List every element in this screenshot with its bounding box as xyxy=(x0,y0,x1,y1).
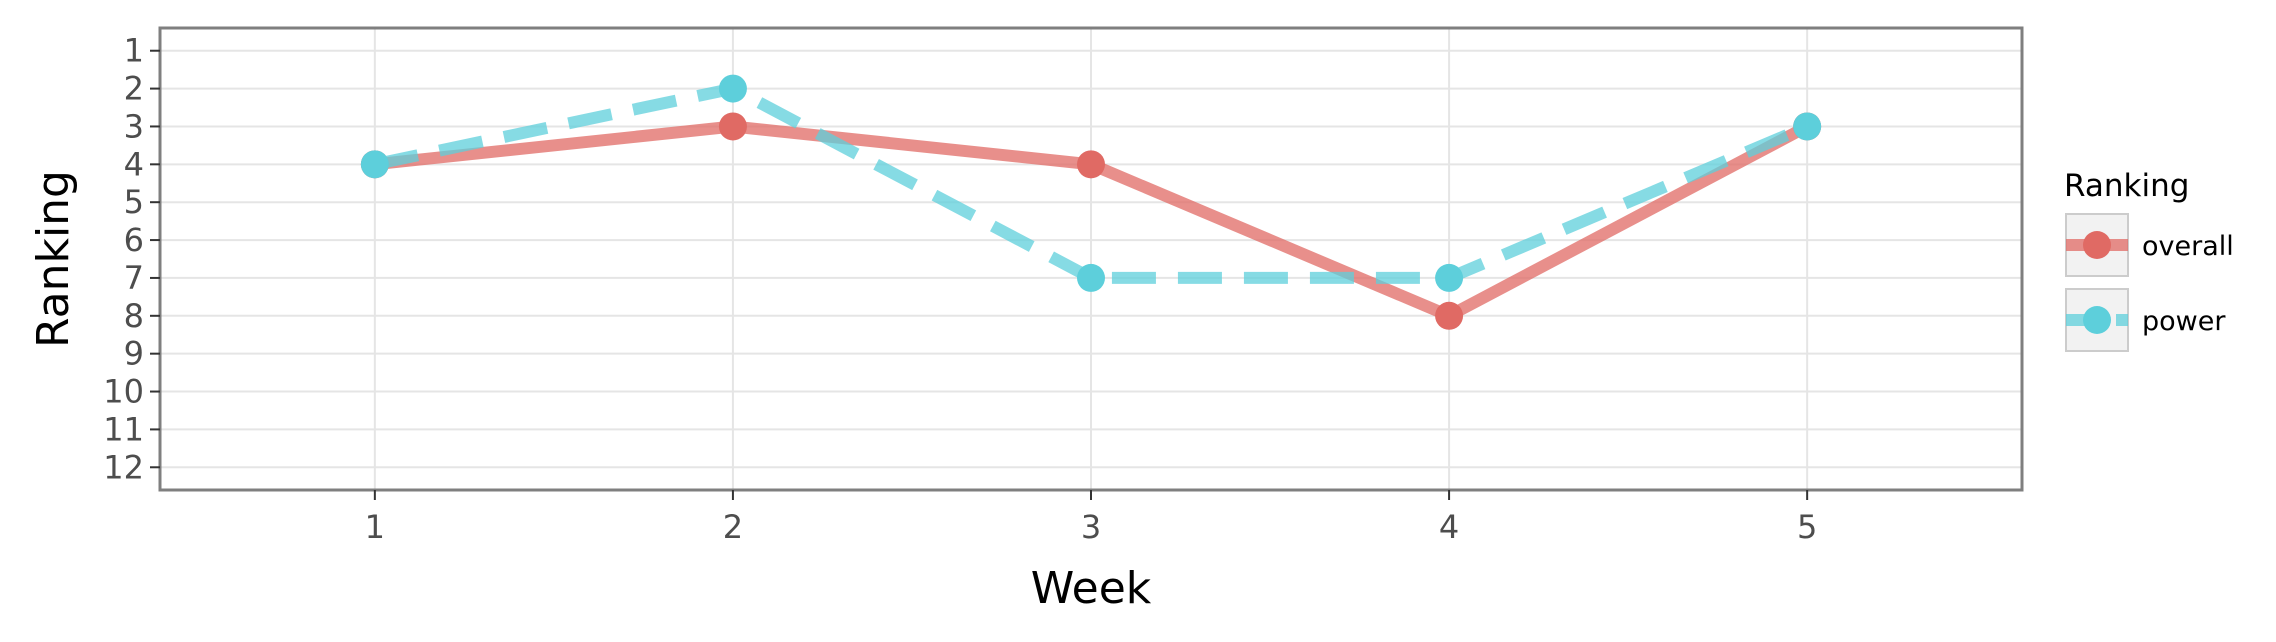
y-tick-label-1: 1 xyxy=(124,32,144,70)
y-tick-label-10: 10 xyxy=(103,373,144,411)
point-power-week-2 xyxy=(718,74,747,103)
y-tick-label-7: 7 xyxy=(124,259,144,297)
point-overall-week-3 xyxy=(1077,150,1105,179)
legend-items: overall power xyxy=(2065,213,2234,352)
point-power-week-4 xyxy=(1435,263,1464,292)
legend-item-overall: overall xyxy=(2065,213,2234,277)
y-axis-title: Ranking xyxy=(28,170,79,348)
grid xyxy=(160,28,2022,490)
legend-title: Ranking xyxy=(2064,168,2189,204)
x-tick-label-2: 2 xyxy=(723,508,743,546)
series-layer xyxy=(360,74,1822,330)
point-overall-week-2 xyxy=(718,112,747,141)
series-power xyxy=(360,74,1822,292)
point-power-week-1 xyxy=(360,150,389,179)
y-tick-label-2: 2 xyxy=(124,70,144,108)
y-tick-label-8: 8 xyxy=(124,297,144,335)
y-tick-label-6: 6 xyxy=(124,221,144,259)
y-tick-label-5: 5 xyxy=(124,183,144,221)
y-tick-label-12: 12 xyxy=(103,448,144,486)
x-axis-title: Week xyxy=(1031,563,1152,614)
legend-label-overall: overall xyxy=(2142,231,2234,262)
point-overall-week-4 xyxy=(1435,301,1464,330)
legend-item-power: power xyxy=(2065,288,2226,352)
x-tick-label-5: 5 xyxy=(1797,508,1817,546)
legend: Ranking overall power xyxy=(2064,168,2234,352)
x-tick-label-4: 4 xyxy=(1439,508,1459,546)
y-tick-label-9: 9 xyxy=(124,335,144,373)
legend-label-power: power xyxy=(2142,306,2226,337)
x-tick-label-3: 3 xyxy=(1081,508,1101,546)
y-tick-label-4: 4 xyxy=(124,145,144,183)
y-tick-label-3: 3 xyxy=(124,107,144,145)
legend-key-point-overall xyxy=(2083,231,2111,259)
x-tick-label-1: 1 xyxy=(365,508,385,546)
y-tick-label-11: 11 xyxy=(103,410,144,448)
series-line-power xyxy=(373,82,1810,284)
point-power-week-3 xyxy=(1077,263,1105,292)
legend-key-point-power xyxy=(2083,306,2111,334)
point-power-week-5 xyxy=(1793,112,1822,141)
